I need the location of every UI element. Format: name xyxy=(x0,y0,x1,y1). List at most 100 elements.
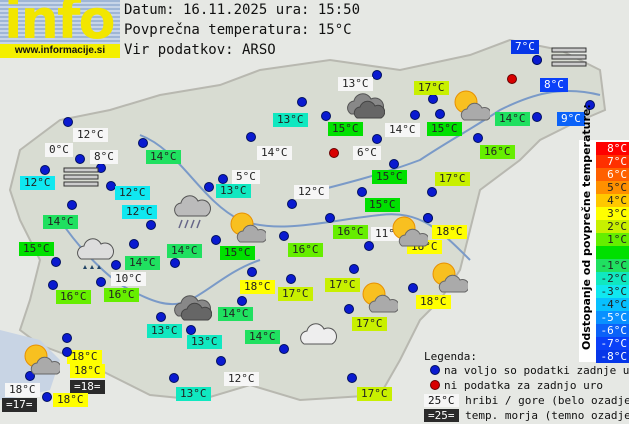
station-dot[interactable] xyxy=(532,112,542,122)
station-temperature-label[interactable]: 8°C xyxy=(540,78,568,92)
station-temperature-label[interactable]: 13°C xyxy=(338,77,373,91)
station-temperature-label[interactable]: 16°C xyxy=(288,243,323,257)
station-dot[interactable] xyxy=(473,133,483,143)
station-temperature-label[interactable]: 12°C xyxy=(224,372,259,386)
station-temperature-label[interactable]: 15°C xyxy=(328,122,363,136)
station-dot[interactable] xyxy=(96,277,106,287)
logo-url[interactable]: www.informacije.si xyxy=(0,44,120,58)
station-dot[interactable] xyxy=(111,260,121,270)
station-dot[interactable] xyxy=(246,132,256,142)
station-temperature-label[interactable]: 17°C xyxy=(278,287,313,301)
station-temperature-label[interactable]: 18°C xyxy=(67,350,102,364)
station-dot[interactable] xyxy=(170,258,180,268)
station-dot[interactable] xyxy=(42,392,52,402)
station-dot[interactable] xyxy=(344,304,354,314)
station-dot[interactable] xyxy=(62,347,72,357)
station-dot[interactable] xyxy=(357,187,367,197)
station-dot[interactable] xyxy=(211,235,221,245)
station-temperature-label[interactable]: 7°C xyxy=(511,40,539,54)
station-dot[interactable] xyxy=(428,94,438,104)
station-temperature-label[interactable]: 18°C xyxy=(53,393,88,407)
station-dot[interactable] xyxy=(186,325,196,335)
missing-station-dot[interactable] xyxy=(507,74,517,84)
station-dot[interactable] xyxy=(156,312,166,322)
station-temperature-label[interactable]: 12°C xyxy=(294,185,329,199)
station-dot[interactable] xyxy=(286,274,296,284)
station-temperature-label[interactable]: 5°C xyxy=(232,170,260,184)
station-dot[interactable] xyxy=(389,159,399,169)
station-temperature-label[interactable]: 16°C xyxy=(480,145,515,159)
station-temperature-label[interactable]: 17°C xyxy=(352,317,387,331)
station-dot[interactable] xyxy=(237,296,247,306)
station-dot[interactable] xyxy=(25,371,35,381)
logo[interactable]: info www.informacije.si xyxy=(0,0,120,58)
station-temperature-label[interactable]: 18°C xyxy=(5,383,40,397)
station-dot[interactable] xyxy=(325,213,335,223)
station-temperature-label[interactable]: 15°C xyxy=(365,198,400,212)
station-dot[interactable] xyxy=(218,174,228,184)
station-temperature-label[interactable]: 15°C xyxy=(19,242,54,256)
station-dot[interactable] xyxy=(372,70,382,80)
station-temperature-label[interactable]: 16°C xyxy=(56,290,91,304)
station-temperature-label[interactable]: 17°C xyxy=(435,172,470,186)
station-dot[interactable] xyxy=(51,257,61,267)
station-temperature-label[interactable]: 13°C xyxy=(176,387,211,401)
station-temperature-label[interactable]: 17°C xyxy=(325,278,360,292)
station-dot[interactable] xyxy=(48,280,58,290)
station-dot[interactable] xyxy=(297,97,307,107)
station-dot[interactable] xyxy=(146,220,156,230)
missing-station-dot[interactable] xyxy=(329,148,339,158)
station-temperature-label[interactable]: 8°C xyxy=(90,150,118,164)
station-dot[interactable] xyxy=(347,373,357,383)
station-temperature-label[interactable]: 0°C xyxy=(45,143,73,157)
station-temperature-label[interactable]: 14°C xyxy=(218,307,253,321)
station-temperature-label[interactable]: 18°C xyxy=(416,295,451,309)
station-dot[interactable] xyxy=(169,373,179,383)
station-temperature-label[interactable]: 12°C xyxy=(73,128,108,142)
station-dot[interactable] xyxy=(372,134,382,144)
station-dot[interactable] xyxy=(364,241,374,251)
station-temperature-label[interactable]: 12°C xyxy=(122,205,157,219)
station-dot[interactable] xyxy=(75,154,85,164)
station-temperature-label[interactable]: 6°C xyxy=(353,146,381,160)
station-temperature-label[interactable]: 9°C xyxy=(557,112,585,126)
station-temperature-label[interactable]: 14°C xyxy=(146,150,181,164)
station-dot[interactable] xyxy=(585,100,595,110)
station-temperature-label[interactable]: 12°C xyxy=(20,176,55,190)
station-temperature-label[interactable]: 17°C xyxy=(357,387,392,401)
station-temperature-label[interactable]: 13°C xyxy=(147,324,182,338)
station-temperature-label[interactable]: 15°C xyxy=(220,246,255,260)
station-temperature-label[interactable]: 10°C xyxy=(111,272,146,286)
station-temperature-label[interactable]: 15°C xyxy=(427,122,462,136)
station-temperature-label[interactable]: 13°C xyxy=(187,335,222,349)
station-temperature-label[interactable]: 13°C xyxy=(273,113,308,127)
station-dot[interactable] xyxy=(40,165,50,175)
station-dot[interactable] xyxy=(321,111,331,121)
station-dot[interactable] xyxy=(129,239,139,249)
station-dot[interactable] xyxy=(279,344,289,354)
station-dot[interactable] xyxy=(423,213,433,223)
station-temperature-label[interactable]: 15°C xyxy=(372,170,407,184)
station-temperature-label[interactable]: 14°C xyxy=(167,244,202,258)
station-dot[interactable] xyxy=(532,55,542,65)
station-temperature-label[interactable]: 16°C xyxy=(104,288,139,302)
station-dot[interactable] xyxy=(410,110,420,120)
station-dot[interactable] xyxy=(67,200,77,210)
sea-temperature-label[interactable]: =18= xyxy=(70,380,105,394)
station-temperature-label[interactable]: 12°C xyxy=(115,186,150,200)
station-temperature-label[interactable]: 14°C xyxy=(125,256,160,270)
station-dot[interactable] xyxy=(63,117,73,127)
station-temperature-label[interactable]: 18°C xyxy=(240,280,275,294)
station-dot[interactable] xyxy=(279,231,289,241)
station-temperature-label[interactable]: 16°C xyxy=(333,225,368,239)
station-temperature-label[interactable]: 13°C xyxy=(216,184,251,198)
station-temperature-label[interactable]: 14°C xyxy=(245,330,280,344)
station-temperature-label[interactable]: 18°C xyxy=(432,225,467,239)
station-temperature-label[interactable]: 14°C xyxy=(495,112,530,126)
station-temperature-label[interactable]: 14°C xyxy=(43,215,78,229)
station-temperature-label[interactable]: 14°C xyxy=(257,146,292,160)
station-temperature-label[interactable]: 14°C xyxy=(385,123,420,137)
station-dot[interactable] xyxy=(287,199,297,209)
station-dot[interactable] xyxy=(138,138,148,148)
station-dot[interactable] xyxy=(408,283,418,293)
